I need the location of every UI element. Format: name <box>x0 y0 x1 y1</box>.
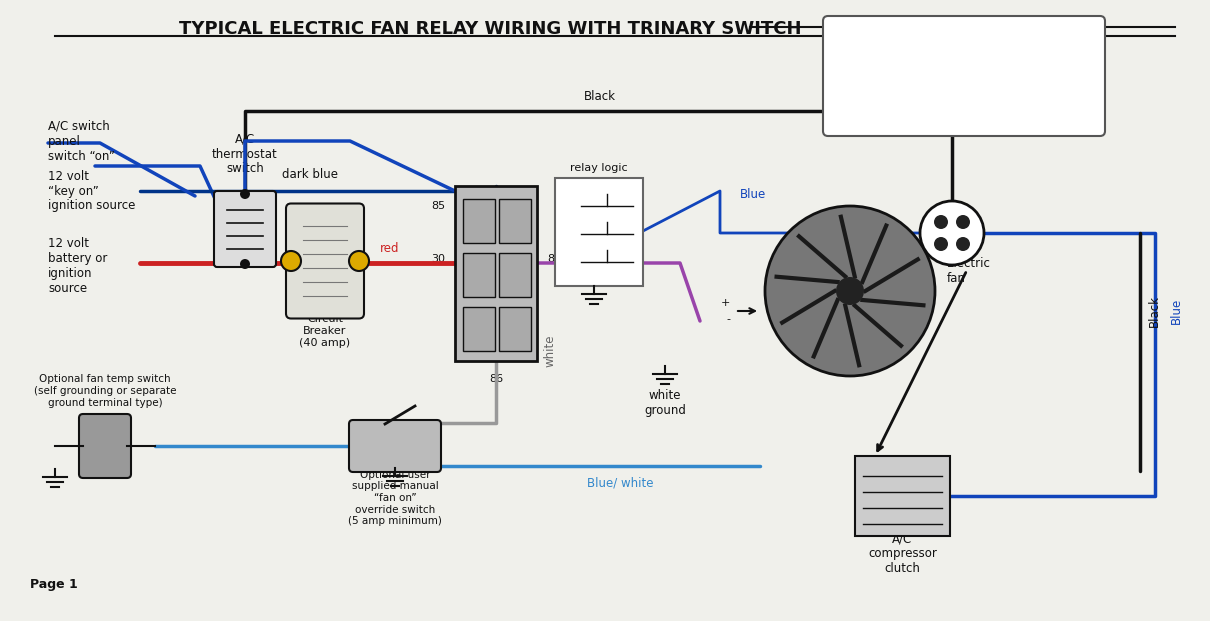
Text: Trinary Switch: Trinary Switch <box>910 29 1018 42</box>
FancyBboxPatch shape <box>499 307 531 351</box>
Text: Circuit
Breaker
(40 amp): Circuit Breaker (40 amp) <box>299 314 351 348</box>
Circle shape <box>956 215 970 229</box>
Circle shape <box>240 259 250 269</box>
Text: Black: Black <box>1148 295 1162 327</box>
Text: 12 volt
battery or
ignition
source: 12 volt battery or ignition source <box>48 237 108 295</box>
FancyBboxPatch shape <box>499 253 531 297</box>
Text: Black: Black <box>584 90 616 103</box>
Circle shape <box>281 251 301 271</box>
Text: Electric
fan: Electric fan <box>947 257 991 285</box>
FancyBboxPatch shape <box>348 420 440 472</box>
FancyBboxPatch shape <box>455 186 537 361</box>
FancyBboxPatch shape <box>855 456 950 536</box>
Circle shape <box>920 201 984 265</box>
Circle shape <box>934 215 947 229</box>
Text: High pressure compressor cutoff: High pressure compressor cutoff <box>875 52 1053 62</box>
Text: Optional fan temp switch
(self grounding or separate
ground terminal type): Optional fan temp switch (self grounding… <box>34 374 177 407</box>
Text: 85: 85 <box>565 258 576 266</box>
Text: relay logic: relay logic <box>570 163 628 173</box>
Circle shape <box>836 277 864 305</box>
FancyBboxPatch shape <box>555 178 643 286</box>
Text: 30: 30 <box>431 254 445 264</box>
Text: 30: 30 <box>565 201 576 211</box>
Text: 86: 86 <box>489 374 503 384</box>
Text: dark blue: dark blue <box>282 168 338 181</box>
Text: Blue/ white: Blue/ white <box>587 476 653 489</box>
Text: A/C switch
panel
switch “on”: A/C switch panel switch “on” <box>48 119 115 163</box>
Text: A/C
compressor
clutch: A/C compressor clutch <box>868 532 937 576</box>
Text: Blue: Blue <box>1170 298 1183 324</box>
FancyBboxPatch shape <box>463 199 495 243</box>
Text: 87: 87 <box>565 230 576 238</box>
Text: Page 1: Page 1 <box>30 578 77 591</box>
Text: 85: 85 <box>431 201 445 211</box>
Text: Optional user
supplied manual
“fan on”
override switch
(5 amp minimum): Optional user supplied manual “fan on” o… <box>348 470 442 526</box>
FancyBboxPatch shape <box>823 16 1105 136</box>
Text: white
ground: white ground <box>644 389 686 417</box>
FancyBboxPatch shape <box>214 191 276 267</box>
Text: TYPICAL ELECTRIC FAN RELAY WIRING WITH TRINARY SWITCH: TYPICAL ELECTRIC FAN RELAY WIRING WITH T… <box>179 20 801 38</box>
Text: Preset pressure for fan relay ground: Preset pressure for fan relay ground <box>865 92 1062 102</box>
Text: +: + <box>721 298 730 308</box>
FancyBboxPatch shape <box>463 253 495 297</box>
Text: A/C
thermostat
switch: A/C thermostat switch <box>212 132 278 176</box>
Circle shape <box>934 237 947 251</box>
Text: Blue: Blue <box>741 188 766 201</box>
Text: 87: 87 <box>547 254 561 264</box>
Circle shape <box>765 206 935 376</box>
Circle shape <box>240 189 250 199</box>
Text: 12 volt
“key on”
ignition source: 12 volt “key on” ignition source <box>48 170 136 212</box>
Text: purple: purple <box>601 240 639 253</box>
Text: Low pressure compressor cutoff: Low pressure compressor cutoff <box>877 72 1051 82</box>
FancyBboxPatch shape <box>499 199 531 243</box>
Circle shape <box>348 251 369 271</box>
FancyBboxPatch shape <box>286 204 364 319</box>
FancyBboxPatch shape <box>79 414 131 478</box>
Text: red: red <box>380 242 399 255</box>
Circle shape <box>956 237 970 251</box>
Text: -: - <box>726 314 730 324</box>
Text: white: white <box>543 335 557 367</box>
FancyBboxPatch shape <box>463 307 495 351</box>
